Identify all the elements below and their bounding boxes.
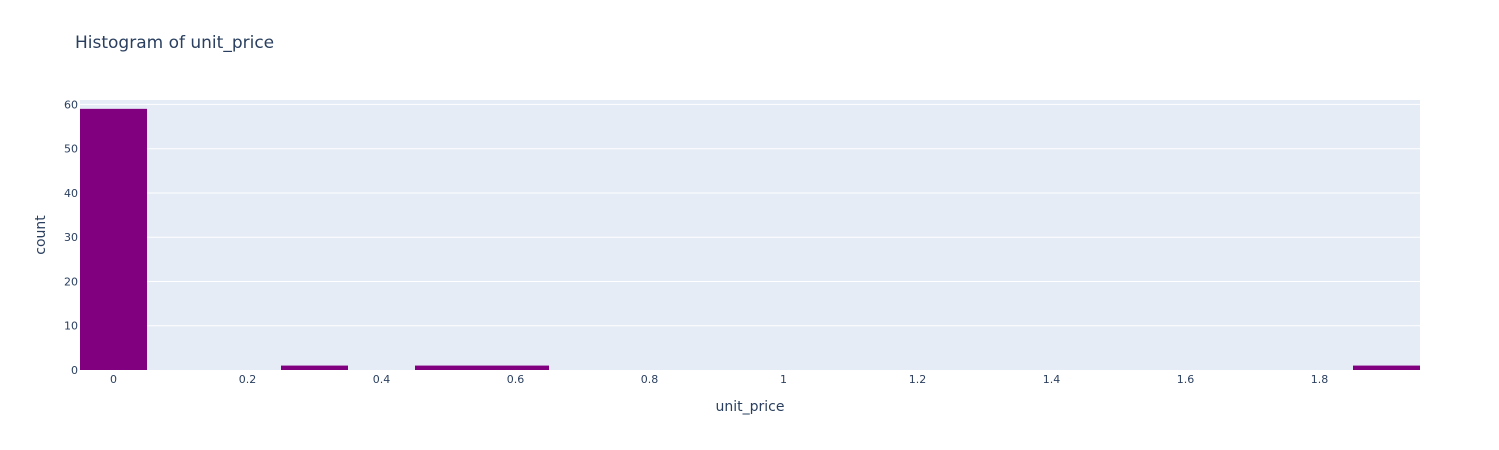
x-tick-label: 1.8 <box>1311 373 1329 386</box>
x-tick-label: 0.8 <box>641 373 659 386</box>
y-tick-label: 60 <box>64 98 78 111</box>
histogram-bar[interactable] <box>281 365 348 370</box>
y-tick-label: 40 <box>64 187 78 200</box>
x-tick-label: 1.6 <box>1177 373 1195 386</box>
x-tick-label: 0 <box>110 373 117 386</box>
x-tick-label: 0.6 <box>507 373 525 386</box>
y-tick-label: 0 <box>71 364 78 377</box>
histogram-bar[interactable] <box>482 365 549 370</box>
grid-lines <box>80 103 1420 327</box>
x-tick-label: 0.2 <box>239 373 257 386</box>
x-tick-label: 1.2 <box>909 373 927 386</box>
x-tick-label: 0.4 <box>373 373 391 386</box>
y-tick-label: 20 <box>64 275 78 288</box>
x-axis-ticks: 0 0.2 0.4 0.6 0.8 1 1.2 1.4 1.6 1.8 <box>110 373 1328 386</box>
bars <box>80 108 1420 370</box>
y-axis-title: count <box>33 215 49 255</box>
chart-title: Histogram of unit_price <box>75 33 275 53</box>
histogram-bar[interactable] <box>415 365 482 370</box>
y-tick-label: 10 <box>64 320 78 333</box>
x-tick-label: 1 <box>780 373 787 386</box>
plot-area <box>80 100 1420 370</box>
histogram-bar[interactable] <box>1353 365 1420 370</box>
y-tick-label: 50 <box>64 143 78 156</box>
x-axis-title: unit_price <box>716 399 785 415</box>
y-tick-label: 30 <box>64 231 78 244</box>
x-tick-label: 1.4 <box>1043 373 1061 386</box>
histogram-bar[interactable] <box>80 108 147 370</box>
y-axis-ticks: 0 10 20 30 40 50 60 <box>64 98 78 377</box>
